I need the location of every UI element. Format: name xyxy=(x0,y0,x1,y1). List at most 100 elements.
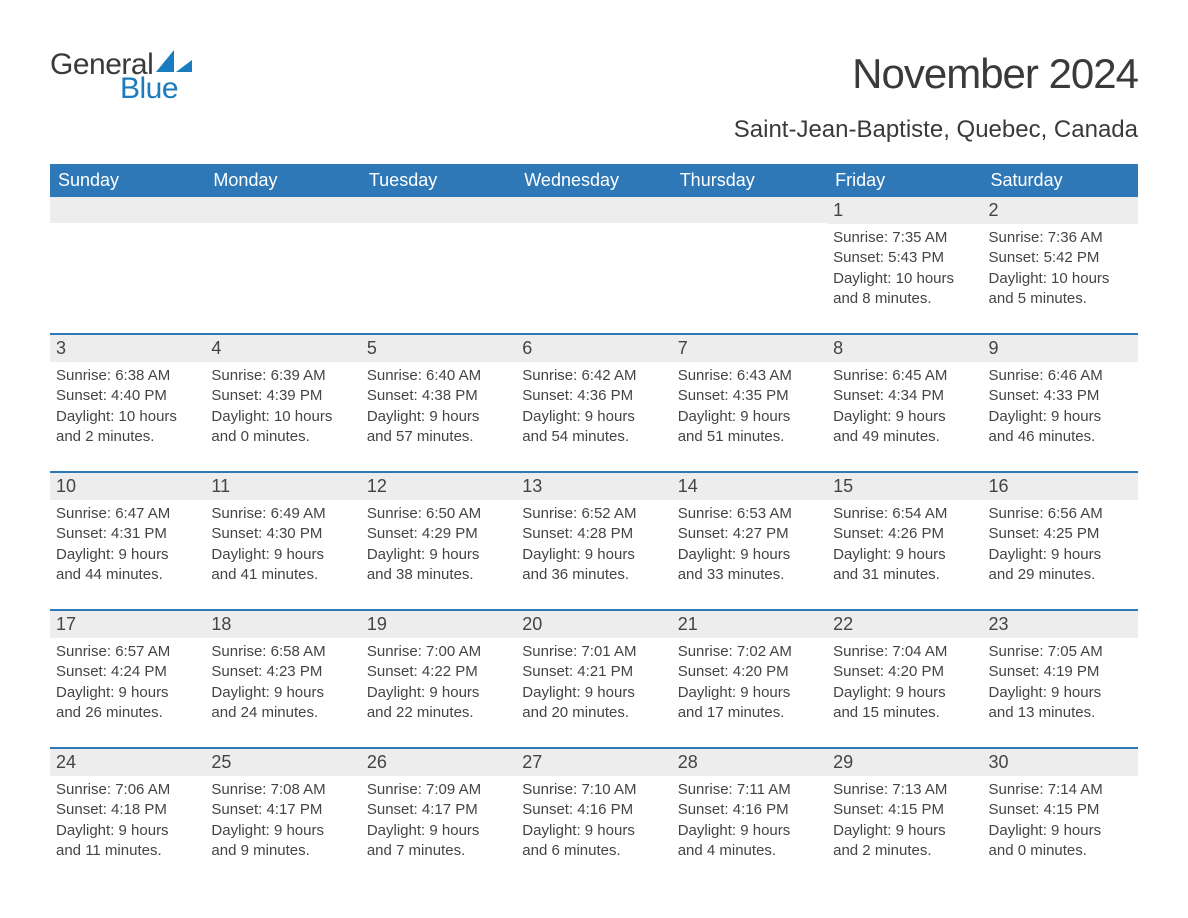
sunrise-text: Sunrise: 6:42 AM xyxy=(522,366,665,386)
sunrise-text: Sunrise: 6:39 AM xyxy=(211,366,354,386)
calendar-day-cell: 17Sunrise: 6:57 AMSunset: 4:24 PMDayligh… xyxy=(50,611,205,729)
sunrise-text: Sunrise: 6:57 AM xyxy=(56,642,199,662)
daylight-line1: Daylight: 9 hours xyxy=(211,683,354,703)
logo-text-blue: Blue xyxy=(120,74,192,104)
daylight-line1: Daylight: 9 hours xyxy=(989,683,1132,703)
day-number: 9 xyxy=(983,335,1138,362)
daylight-line2: and 22 minutes. xyxy=(367,703,510,723)
sunrise-text: Sunrise: 7:10 AM xyxy=(522,780,665,800)
daylight-line1: Daylight: 9 hours xyxy=(367,545,510,565)
day-number: 15 xyxy=(827,473,982,500)
sunrise-text: Sunrise: 7:13 AM xyxy=(833,780,976,800)
day-details: Sunrise: 7:05 AMSunset: 4:19 PMDaylight:… xyxy=(983,638,1138,723)
day-details: Sunrise: 7:36 AMSunset: 5:42 PMDaylight:… xyxy=(983,224,1138,309)
day-details: Sunrise: 6:38 AMSunset: 4:40 PMDaylight:… xyxy=(50,362,205,447)
daylight-line1: Daylight: 9 hours xyxy=(56,821,199,841)
weekday-heading: Monday xyxy=(205,164,360,197)
daylight-line2: and 15 minutes. xyxy=(833,703,976,723)
daylight-line2: and 20 minutes. xyxy=(522,703,665,723)
day-number: 10 xyxy=(50,473,205,500)
sunset-text: Sunset: 5:43 PM xyxy=(833,248,976,268)
weekday-heading: Wednesday xyxy=(516,164,671,197)
day-number xyxy=(361,197,516,223)
calendar-day-cell xyxy=(205,197,360,315)
sunset-text: Sunset: 4:35 PM xyxy=(678,386,821,406)
sunset-text: Sunset: 4:16 PM xyxy=(678,800,821,820)
day-details: Sunrise: 6:52 AMSunset: 4:28 PMDaylight:… xyxy=(516,500,671,585)
daylight-line1: Daylight: 9 hours xyxy=(833,821,976,841)
calendar-day-cell: 6Sunrise: 6:42 AMSunset: 4:36 PMDaylight… xyxy=(516,335,671,453)
sunset-text: Sunset: 4:27 PM xyxy=(678,524,821,544)
daylight-line1: Daylight: 9 hours xyxy=(211,821,354,841)
day-number: 20 xyxy=(516,611,671,638)
day-details: Sunrise: 6:58 AMSunset: 4:23 PMDaylight:… xyxy=(205,638,360,723)
sunset-text: Sunset: 4:16 PM xyxy=(522,800,665,820)
day-number xyxy=(516,197,671,223)
daylight-line2: and 9 minutes. xyxy=(211,841,354,861)
calendar-day-cell: 14Sunrise: 6:53 AMSunset: 4:27 PMDayligh… xyxy=(672,473,827,591)
calendar-day-cell xyxy=(361,197,516,315)
calendar-page: General Blue November 2024 Saint-Jean-Ba… xyxy=(0,0,1188,907)
sunrise-text: Sunrise: 6:53 AM xyxy=(678,504,821,524)
calendar-day-cell xyxy=(50,197,205,315)
daylight-line1: Daylight: 9 hours xyxy=(678,821,821,841)
header-row: General Blue November 2024 Saint-Jean-Ba… xyxy=(50,50,1138,144)
sunrise-text: Sunrise: 7:35 AM xyxy=(833,228,976,248)
daylight-line1: Daylight: 9 hours xyxy=(833,407,976,427)
sunset-text: Sunset: 4:29 PM xyxy=(367,524,510,544)
day-details: Sunrise: 7:08 AMSunset: 4:17 PMDaylight:… xyxy=(205,776,360,861)
sunset-text: Sunset: 4:22 PM xyxy=(367,662,510,682)
calendar-day-cell: 30Sunrise: 7:14 AMSunset: 4:15 PMDayligh… xyxy=(983,749,1138,867)
calendar-day-cell: 7Sunrise: 6:43 AMSunset: 4:35 PMDaylight… xyxy=(672,335,827,453)
day-number: 16 xyxy=(983,473,1138,500)
sunrise-text: Sunrise: 7:05 AM xyxy=(989,642,1132,662)
daylight-line2: and 36 minutes. xyxy=(522,565,665,585)
weekday-header-row: Sunday Monday Tuesday Wednesday Thursday… xyxy=(50,164,1138,197)
daylight-line1: Daylight: 10 hours xyxy=(989,269,1132,289)
calendar-day-cell: 3Sunrise: 6:38 AMSunset: 4:40 PMDaylight… xyxy=(50,335,205,453)
daylight-line2: and 57 minutes. xyxy=(367,427,510,447)
calendar-day-cell: 27Sunrise: 7:10 AMSunset: 4:16 PMDayligh… xyxy=(516,749,671,867)
day-details: Sunrise: 6:40 AMSunset: 4:38 PMDaylight:… xyxy=(361,362,516,447)
sunset-text: Sunset: 4:17 PM xyxy=(367,800,510,820)
sunset-text: Sunset: 4:26 PM xyxy=(833,524,976,544)
day-number: 2 xyxy=(983,197,1138,224)
sunrise-text: Sunrise: 7:00 AM xyxy=(367,642,510,662)
day-number: 24 xyxy=(50,749,205,776)
day-number: 22 xyxy=(827,611,982,638)
weeks-container: 1 Sunrise: 7:35 AMSunset: 5:43 PM Daylight… xyxy=(50,197,1138,867)
sunset-text: Sunset: 4:24 PM xyxy=(56,662,199,682)
calendar-day-cell xyxy=(516,197,671,315)
calendar-day-cell: 1Sunrise: 7:35 AMSunset: 5:43 PMDaylight… xyxy=(827,197,982,315)
sunset-text: Sunset: 4:21 PM xyxy=(522,662,665,682)
sunset-text: Sunset: 4:15 PM xyxy=(989,800,1132,820)
sunrise-text: Sunrise: 6:47 AM xyxy=(56,504,199,524)
day-details: Sunrise: 6:53 AMSunset: 4:27 PMDaylight:… xyxy=(672,500,827,585)
day-number: 28 xyxy=(672,749,827,776)
day-details: Sunrise: 7:00 AMSunset: 4:22 PMDaylight:… xyxy=(361,638,516,723)
sunrise-text: Sunrise: 7:04 AM xyxy=(833,642,976,662)
day-number xyxy=(50,197,205,223)
sunset-text: Sunset: 5:42 PM xyxy=(989,248,1132,268)
daylight-line2: and 7 minutes. xyxy=(367,841,510,861)
calendar-day-cell: 16Sunrise: 6:56 AMSunset: 4:25 PMDayligh… xyxy=(983,473,1138,591)
calendar-week-row: 17Sunrise: 6:57 AMSunset: 4:24 PMDayligh… xyxy=(50,609,1138,729)
calendar-week-row: 3Sunrise: 6:38 AMSunset: 4:40 PMDaylight… xyxy=(50,333,1138,453)
day-number: 7 xyxy=(672,335,827,362)
daylight-line1: Daylight: 9 hours xyxy=(678,545,821,565)
sunset-text: Sunset: 4:25 PM xyxy=(989,524,1132,544)
day-number: 1 xyxy=(827,197,982,224)
daylight-line2: and 46 minutes. xyxy=(989,427,1132,447)
daylight-line2: and 41 minutes. xyxy=(211,565,354,585)
day-details: Sunrise: 7:04 AMSunset: 4:20 PMDaylight:… xyxy=(827,638,982,723)
day-details: Sunrise: 6:47 AMSunset: 4:31 PMDaylight:… xyxy=(50,500,205,585)
weekday-heading: Sunday xyxy=(50,164,205,197)
day-details: Sunrise: 6:54 AMSunset: 4:26 PMDaylight:… xyxy=(827,500,982,585)
daylight-line2: and 49 minutes. xyxy=(833,427,976,447)
calendar-day-cell: 4Sunrise: 6:39 AMSunset: 4:39 PMDaylight… xyxy=(205,335,360,453)
day-number: 21 xyxy=(672,611,827,638)
day-number: 25 xyxy=(205,749,360,776)
calendar-day-cell: 18Sunrise: 6:58 AMSunset: 4:23 PMDayligh… xyxy=(205,611,360,729)
day-number: 19 xyxy=(361,611,516,638)
daylight-line1: Daylight: 9 hours xyxy=(56,545,199,565)
